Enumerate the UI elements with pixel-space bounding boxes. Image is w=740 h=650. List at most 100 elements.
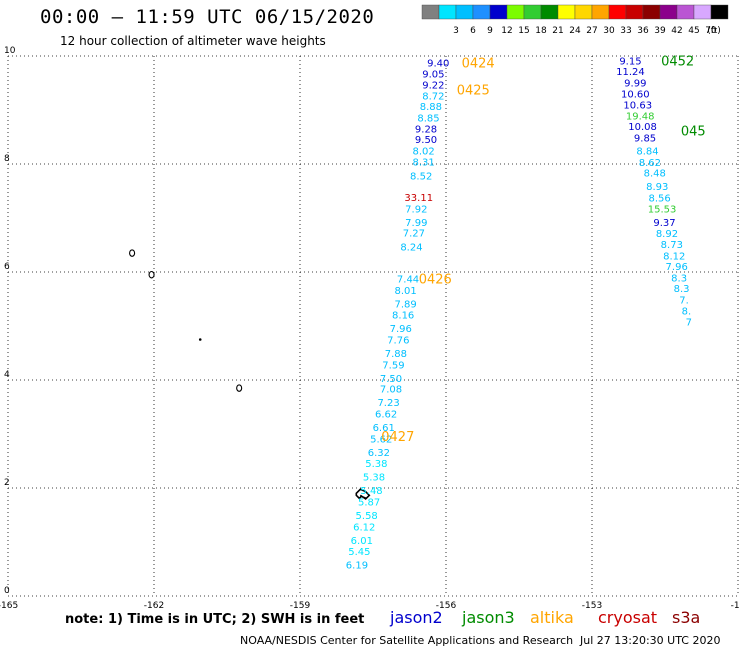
swh-label: 8.62: [639, 158, 661, 169]
time-label: 0424: [462, 56, 495, 71]
scale-label: 39: [654, 26, 666, 36]
x-tick-label: -156: [436, 601, 457, 611]
scale-label: 30: [603, 26, 615, 36]
swh-label: 8.92: [656, 229, 678, 240]
swh-label: 9.85: [634, 134, 656, 145]
swh-label: 7.27: [403, 229, 425, 240]
x-tick-label: -159: [290, 601, 311, 611]
swh-label: 8.85: [417, 114, 439, 125]
swh-label: 6.32: [368, 448, 390, 459]
scale-label: 70: [705, 26, 717, 36]
swh-label: 9.50: [415, 135, 437, 146]
swh-label: 9.28: [415, 124, 437, 135]
swh-label: 8.48: [644, 169, 666, 180]
coastline-feature: [148, 270, 155, 279]
swh-label: 15.53: [648, 204, 677, 215]
swh-label: 8.3: [671, 273, 687, 284]
swh-label: 6.12: [353, 522, 375, 533]
swh-label: 5.58: [356, 511, 378, 522]
swh-label: 7.08: [380, 385, 402, 396]
swh-label: 8.16: [392, 311, 414, 322]
y-tick-label: 4: [4, 370, 10, 380]
chart-subtitle: 12 hour collection of altimeter wave hei…: [60, 34, 326, 48]
swh-label: 7.50: [380, 374, 402, 385]
swh-label: 7.99: [405, 218, 427, 229]
swh-label: 10.60: [621, 89, 650, 100]
swh-label: 5.45: [348, 547, 370, 558]
swh-label: 8.01: [394, 286, 416, 297]
scale-label: 45: [688, 26, 699, 36]
swh-label: 6.19: [346, 561, 368, 572]
time-label: 0427: [381, 430, 414, 445]
footer-note: note: 1) Time is in UTC; 2) SWH is in fe…: [65, 612, 365, 627]
swh-label: 7.44: [397, 274, 419, 285]
swh-label: 8.93: [646, 182, 668, 193]
swh-label: 8.84: [636, 147, 658, 158]
swh-label: 5.87: [358, 498, 380, 509]
swh-label: 8.12: [663, 251, 685, 262]
swh-label: 7: [686, 318, 692, 329]
x-tick-label: -162: [144, 601, 164, 611]
chart-title: 00:00 – 11:59 UTC 06/15/2020: [40, 6, 375, 28]
swh-label: 5.38: [363, 473, 385, 484]
legend-cryosat: cryosat: [598, 608, 658, 627]
time-label: 0425: [457, 83, 490, 98]
time-label: 045: [681, 125, 706, 140]
swh-label: 8.02: [412, 147, 434, 158]
scale-label: 24: [569, 26, 581, 36]
scale-label: 6: [470, 26, 476, 36]
swh-label: 8.88: [420, 102, 442, 113]
scale-label: 3: [453, 26, 459, 36]
scale-label: 27: [586, 26, 597, 36]
scale-label: 18: [535, 26, 547, 36]
coastline-feature: [198, 338, 202, 341]
swh-label: 8.3: [674, 284, 690, 295]
scale-label: 12: [501, 26, 512, 36]
scale-label: 42: [671, 26, 682, 36]
coastline-feature: [129, 249, 136, 257]
swh-label: 9.22: [422, 81, 444, 92]
coastline-feature: [355, 488, 371, 500]
legend-jason2: jason2: [390, 608, 443, 627]
swh-label: 10.08: [628, 122, 657, 133]
swh-label: 7.23: [377, 398, 399, 409]
footer-credit: NOAA/NESDIS Center for Satellite Applica…: [240, 634, 574, 647]
swh-label: 5.38: [365, 459, 387, 470]
y-tick-label: 10: [4, 46, 16, 56]
swh-label: 9.15: [619, 56, 641, 67]
swh-label: 8.31: [412, 157, 434, 168]
swh-label: 9.40: [427, 58, 449, 69]
swh-label: 6.61: [373, 423, 395, 434]
swh-label: 9.99: [624, 78, 646, 89]
swh-label: 8.73: [661, 240, 683, 251]
swh-label: 7.96: [666, 262, 688, 273]
legend-jason3: jason3: [462, 608, 515, 627]
y-tick-label: 0: [4, 586, 10, 596]
swh-label: 9.05: [422, 69, 444, 80]
scale-label: 33: [620, 26, 631, 36]
legend-altika: altika: [530, 608, 574, 627]
x-tick-label: -15: [731, 601, 740, 611]
y-tick-label: 8: [4, 154, 10, 164]
swh-label: 5.62: [370, 434, 392, 445]
scale-unit: (ft): [707, 26, 721, 36]
swh-label: 7.88: [385, 349, 407, 360]
x-tick-label: -153: [582, 601, 602, 611]
swh-label: 19.48: [626, 111, 655, 122]
swh-label: 11.24: [616, 67, 645, 78]
swh-label: 7.89: [394, 299, 416, 310]
swh-label: 8.: [682, 306, 692, 317]
y-tick-label: 6: [4, 262, 10, 272]
swh-label: 6.01: [351, 536, 373, 547]
footer-timestamp: Jul 27 13:20:30 UTC 2020: [580, 634, 721, 647]
legend-s3a: s3a: [672, 608, 701, 627]
scale-label: 15: [518, 26, 529, 36]
swh-label: 6.62: [375, 409, 397, 420]
swh-label: 7.96: [390, 324, 412, 335]
swh-label: 9.37: [653, 218, 675, 229]
y-tick-label: 2: [4, 478, 10, 488]
swh-label: 7.92: [405, 204, 427, 215]
scale-label: 9: [487, 26, 493, 36]
coastline-feature: [236, 384, 243, 392]
